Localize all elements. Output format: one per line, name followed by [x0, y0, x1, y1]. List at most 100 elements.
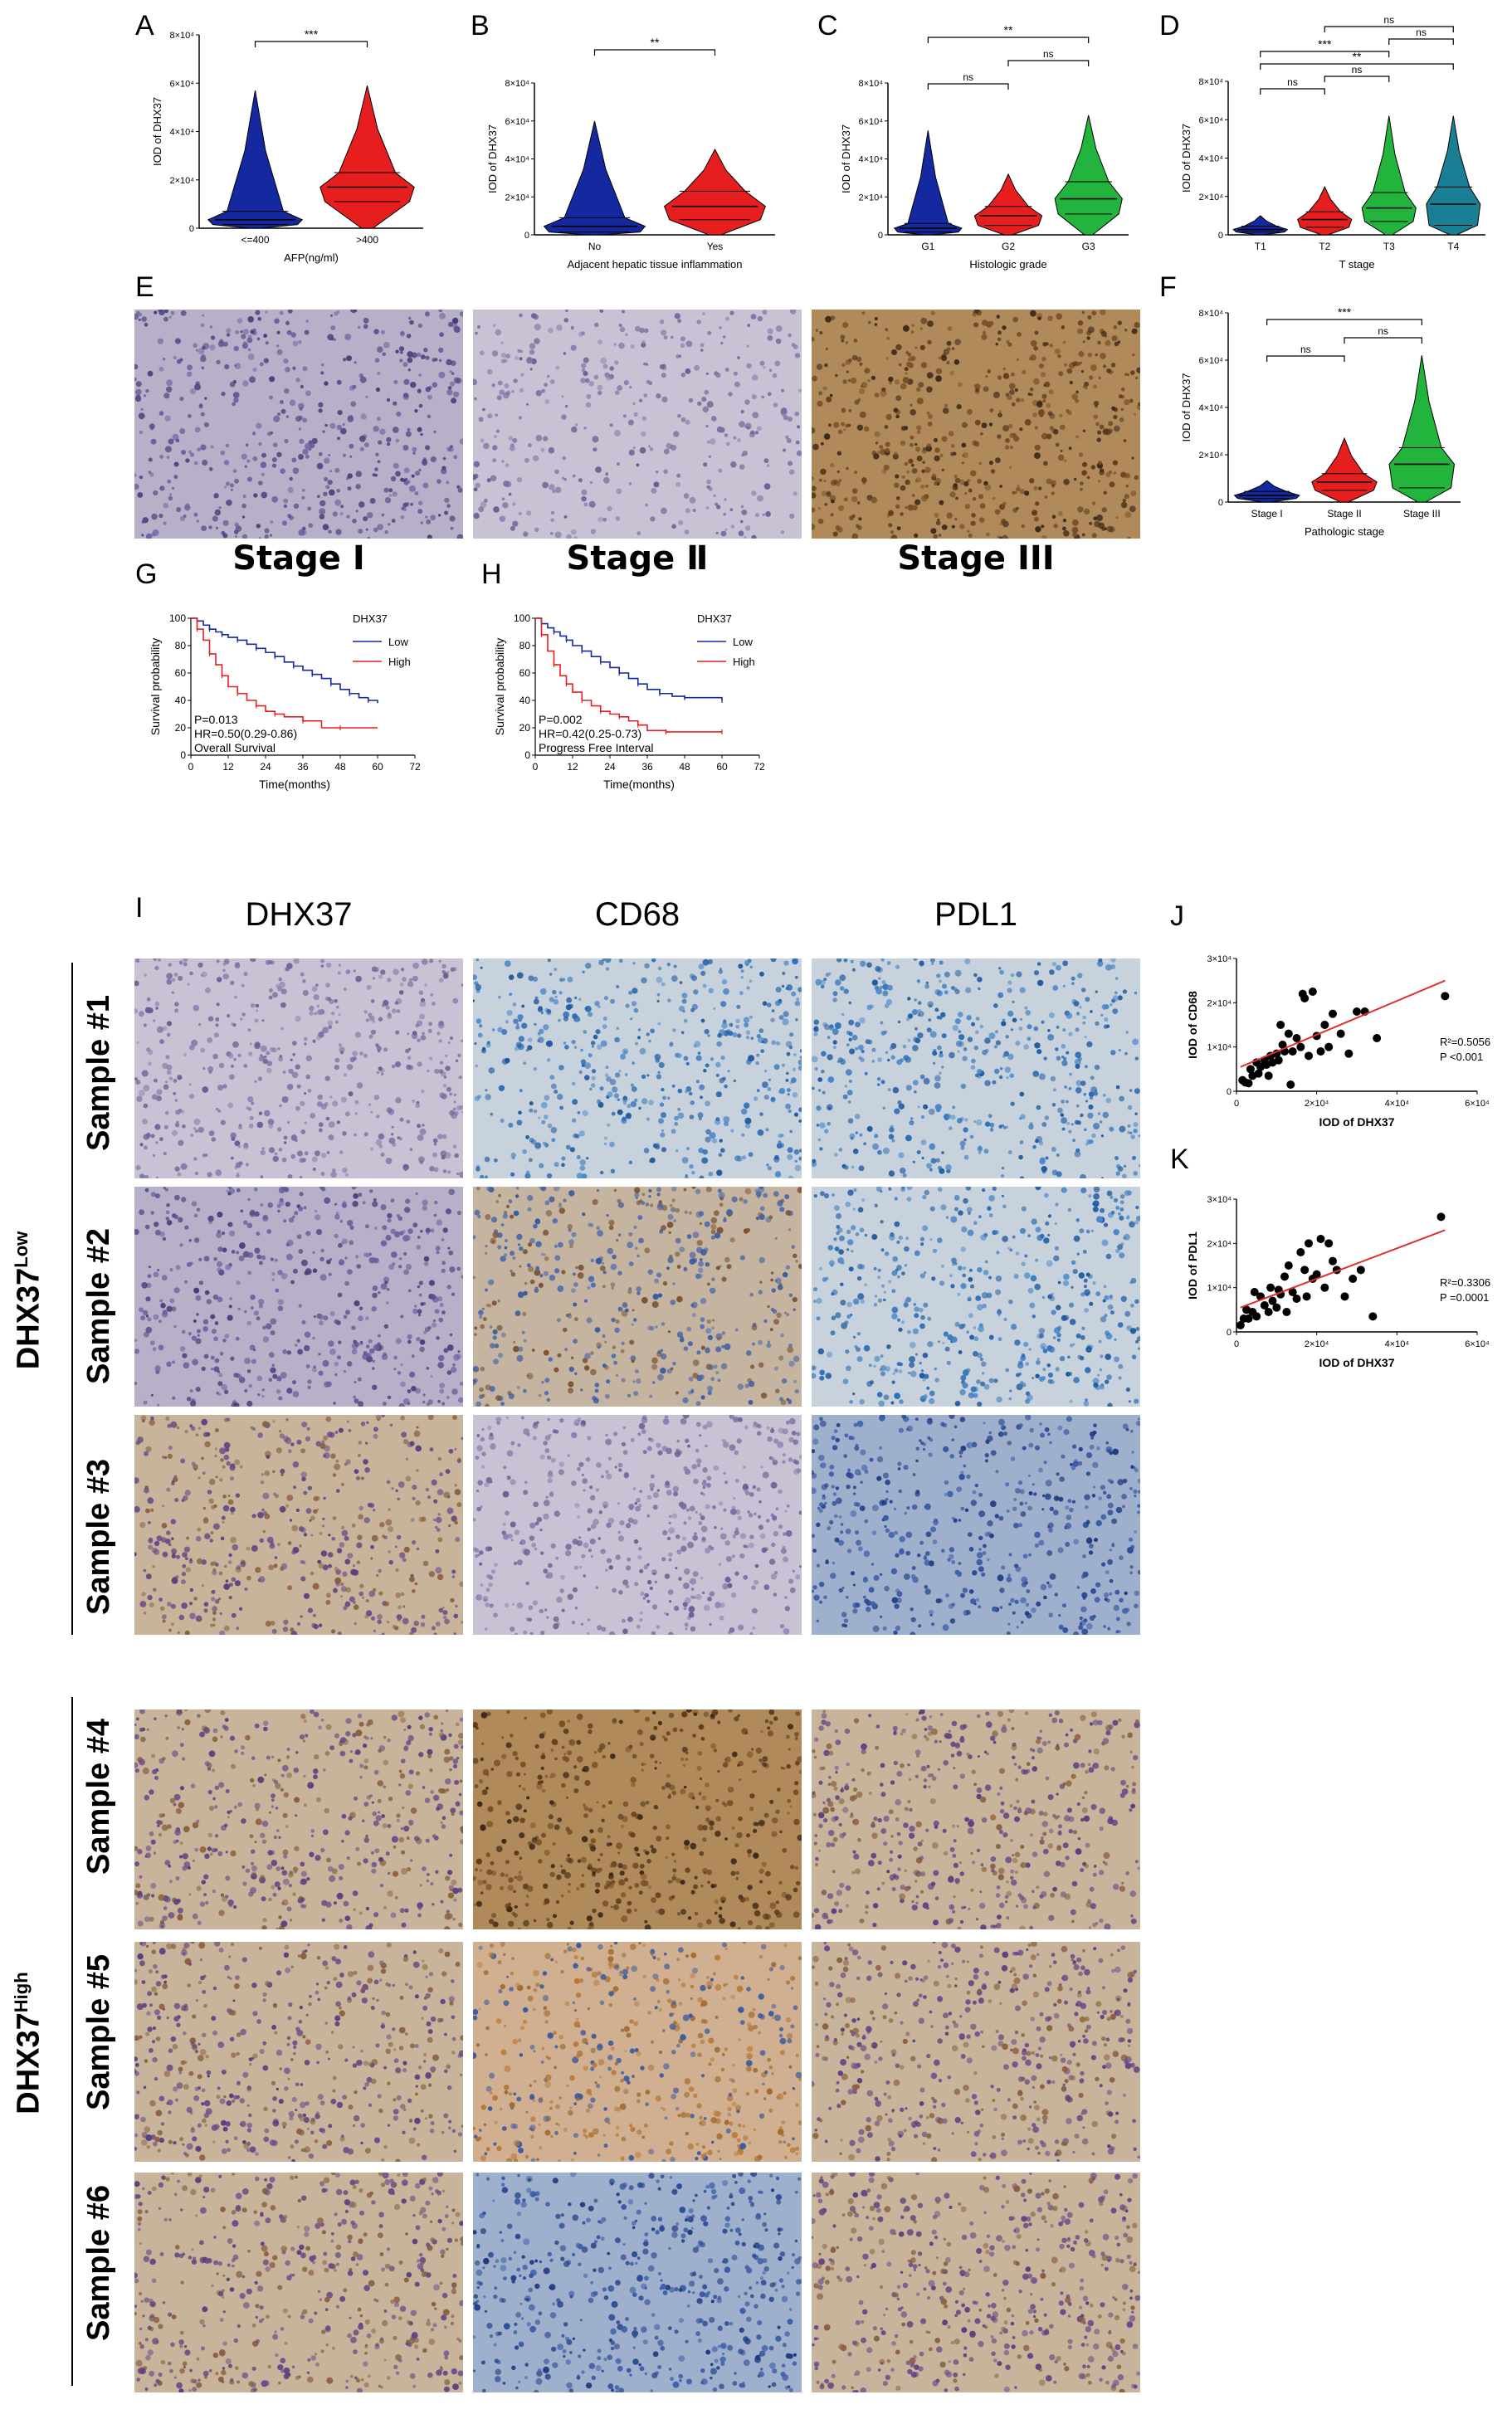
y-tick-label: 6×10⁴: [169, 79, 194, 89]
km-curve-g: 0 20 40 60 80 100 0 12 24 36 48 60 72 Time(months) Sur…: [141, 581, 490, 855]
x-axis-title: IOD of DHX37: [1319, 1356, 1394, 1369]
micrograph-texture: [134, 1187, 463, 1407]
micrograph-texture: [812, 2173, 1140, 2392]
x-tick-label: T4: [1447, 241, 1459, 252]
x-axis-title: Time(months): [259, 778, 330, 791]
x-tick-label: G3: [1082, 241, 1095, 252]
ihc-image-sample-3-dhx37: [134, 1415, 463, 1635]
micrograph-texture: [812, 1187, 1140, 1407]
significance-label: **: [1353, 50, 1362, 63]
x-tick-label: 4×10⁴: [1385, 1099, 1410, 1109]
significance-bracket: [927, 37, 1090, 43]
y-tick-label: 20: [175, 722, 187, 734]
data-point: [1336, 1029, 1345, 1038]
data-point: [1274, 1056, 1283, 1065]
y-tick-label: 0: [1218, 498, 1223, 508]
stage-label-3: Stage III: [897, 539, 1055, 578]
ihc-image-sample-5-pdl1: [812, 1942, 1140, 2162]
significance-bracket: [1007, 60, 1090, 66]
y-axis-title: IOD of DHX37: [840, 124, 852, 193]
y-tick-label: 0: [1227, 1087, 1232, 1097]
micrograph-texture: [473, 1942, 802, 2162]
x-axis-title: Adjacent hepatic tissue inflammation: [567, 258, 742, 271]
data-point: [1356, 1266, 1365, 1275]
stat-annotation: P <0.001: [1440, 1051, 1483, 1063]
ihc-image-sample-6-pdl1: [812, 2173, 1140, 2392]
violin-no: [543, 120, 646, 236]
y-tick-label: 100: [169, 612, 186, 624]
violin-t2: [1297, 186, 1353, 236]
x-axis-title: T stage: [1339, 258, 1374, 271]
violin-stageiii: [1388, 355, 1456, 503]
x-tick-label: 12: [567, 761, 578, 773]
stat-annotation: Progress Free Interval: [539, 741, 654, 754]
data-point: [1344, 1049, 1353, 1058]
x-tick-label: 0: [188, 761, 194, 773]
data-point: [1280, 1272, 1289, 1281]
y-tick-label: 2×10⁴: [505, 193, 529, 202]
y-tick-label: 0: [189, 224, 194, 234]
panel-label-f: F: [1159, 271, 1177, 303]
y-tick-label: 3×10⁴: [1207, 954, 1232, 964]
ihc-image-sample-6-cd68: [473, 2173, 802, 2392]
group-bracket-low: [71, 963, 73, 1635]
x-tick-label: G2: [1002, 241, 1015, 252]
scatter-plot-k: 0 1×10⁴ 2×10⁴ 3×10⁴ 0 2×10⁴ 4×10⁴ 6×10⁴ IOD of D…: [1170, 1162, 1502, 1394]
ihc-image-stage-3: [812, 310, 1140, 539]
km-curve-low: [191, 617, 378, 704]
y-tick-label: 2×10⁴: [169, 176, 194, 186]
km-curve-high: [191, 617, 378, 729]
data-point: [1340, 1292, 1349, 1301]
y-tick-label: 60: [175, 667, 187, 679]
data-point: [1349, 1275, 1358, 1283]
significance-bracket: [254, 41, 368, 47]
micrograph-texture: [473, 1415, 802, 1635]
data-point: [1288, 1047, 1297, 1056]
significance-bracket: [1266, 355, 1345, 362]
y-tick-label: 80: [175, 640, 187, 651]
data-point: [1296, 1042, 1305, 1051]
violin-g2: [973, 173, 1043, 236]
stat-annotation: P =0.0001: [1440, 1291, 1489, 1304]
data-point: [1282, 1308, 1291, 1316]
y-tick-label: 2×10⁴: [858, 193, 883, 202]
significance-bracket: [593, 49, 716, 56]
micrograph-texture: [134, 1942, 463, 2162]
significance-bracket: [1260, 88, 1325, 95]
violin-g3: [1054, 115, 1123, 236]
significance-label: ns: [1416, 27, 1427, 38]
y-tick-label: 6×10⁴: [858, 117, 883, 127]
ihc-image-sample-6-dhx37: [134, 2173, 463, 2392]
y-tick-label: 4×10⁴: [1198, 403, 1223, 413]
y-tick-label: 8×10⁴: [505, 79, 529, 89]
data-point: [1252, 1312, 1261, 1321]
stat-annotation: R²=0.3306: [1440, 1276, 1490, 1289]
significance-label: ns: [1287, 76, 1298, 88]
panel-label-b: B: [471, 10, 490, 41]
ihc-image-sample-2-dhx37: [134, 1187, 463, 1407]
data-point: [1264, 1071, 1273, 1080]
violin-chart-c: 0 2×10⁴ 4×10⁴ 6×10⁴ 8×10⁴ G1 G2 G3 Histologic gr…: [822, 17, 1137, 290]
stat-annotation: HR=0.50(0.29-0.86): [194, 727, 297, 740]
x-tick-label: 24: [260, 761, 271, 773]
data-point: [1292, 1295, 1301, 1303]
y-tick-label: 40: [175, 695, 187, 706]
data-point: [1300, 994, 1310, 1002]
significance-bracket: [1266, 319, 1422, 325]
data-point: [1250, 1288, 1259, 1296]
regression-line: [1240, 1229, 1446, 1309]
sample-label-1: Sample #1: [81, 995, 116, 1151]
data-point: [1316, 1047, 1325, 1056]
stage-label-1: Stage Ⅰ: [232, 539, 365, 578]
y-tick-label: 20: [519, 722, 531, 734]
data-point: [1302, 1292, 1311, 1301]
x-tick-label: No: [588, 241, 602, 252]
data-point: [1268, 1296, 1277, 1305]
micrograph-texture: [812, 1415, 1140, 1635]
significance-label: ***: [305, 27, 319, 41]
y-tick-label: 8×10⁴: [1198, 309, 1223, 319]
y-tick-label: 4×10⁴: [858, 155, 883, 165]
ihc-image-sample-4-cd68: [473, 1709, 802, 1929]
micrograph-texture: [473, 310, 802, 539]
significance-bracket: [927, 83, 1009, 90]
